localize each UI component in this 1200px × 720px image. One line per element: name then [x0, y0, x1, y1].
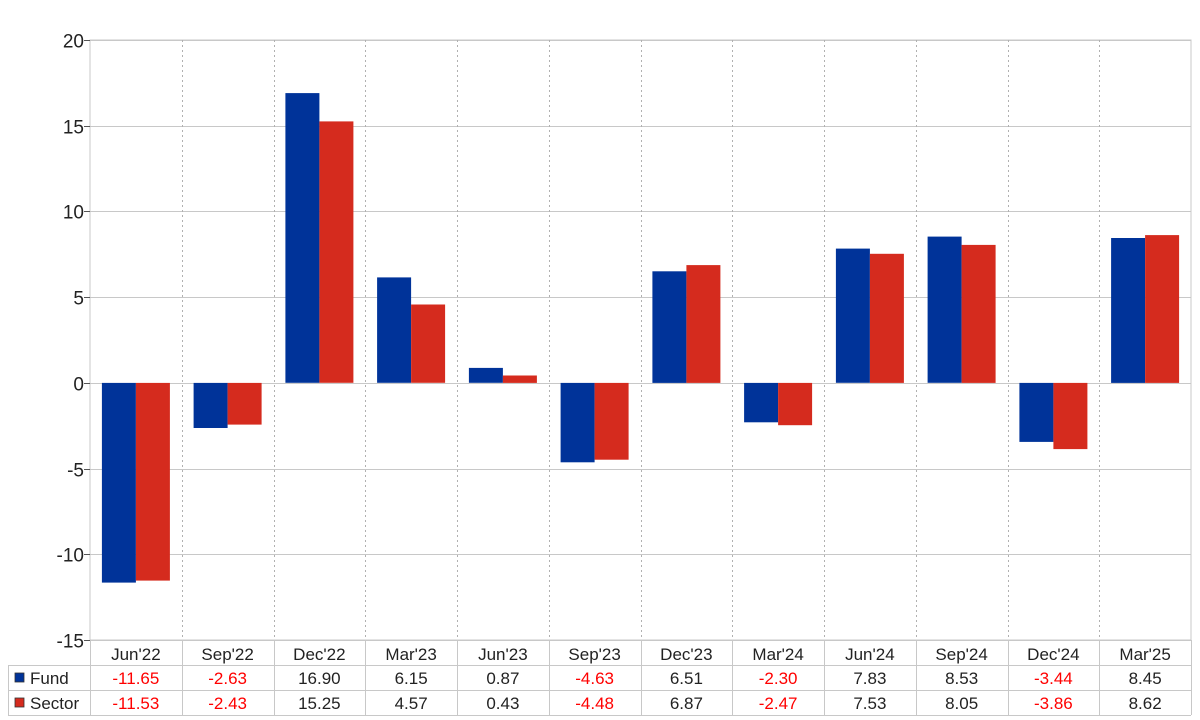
bar-fund: [285, 93, 320, 383]
bar-fund: [652, 271, 687, 383]
data-label: -11.65: [112, 669, 159, 688]
data-label: -2.47: [759, 694, 798, 713]
x-tick-label: Jun'22: [111, 645, 161, 664]
bar-fund: [1019, 382, 1054, 442]
y-tick-label: 10: [63, 203, 84, 224]
data-label: 16.90: [298, 669, 341, 688]
data-label: 6.87: [670, 694, 703, 713]
plot-area: [89, 39, 1192, 641]
bar-fund: [468, 367, 503, 383]
bar-fund: [193, 382, 228, 428]
bar-fund: [560, 382, 595, 463]
x-tick-label: Dec'23: [660, 645, 712, 664]
bar-fund: [377, 277, 412, 383]
x-tick-label: Sep'23: [568, 645, 620, 664]
bar-sector: [411, 304, 446, 383]
bar-sector: [686, 265, 721, 383]
data-label: -3.86: [1034, 694, 1073, 713]
legend-swatch-sector: [14, 697, 25, 708]
legend-swatch-fund: [14, 672, 25, 683]
data-label: -4.63: [575, 669, 614, 688]
legend-label-fund: Fund: [30, 669, 69, 688]
bar-sector: [961, 244, 996, 383]
y-tick-label: -15: [57, 632, 84, 653]
data-label: 8.53: [945, 669, 978, 688]
data-label: 7.53: [853, 694, 886, 713]
x-tick-label: Mar'23: [385, 645, 436, 664]
bars: [101, 93, 1180, 583]
data-label: -4.48: [575, 694, 614, 713]
data-label: 8.05: [945, 694, 978, 713]
bar-fund: [1111, 238, 1146, 383]
bar-sector: [227, 382, 262, 425]
y-tick-label: 15: [63, 118, 84, 139]
bar-sector: [1053, 382, 1088, 450]
data-label: -3.44: [1034, 669, 1073, 688]
data-label: -11.53: [112, 694, 159, 713]
data-table: Jun'22 Sep'22 Dec'22 Mar'23 Jun'23 Sep'23 Dec'…: [8, 640, 1192, 716]
data-label: -2.43: [208, 694, 247, 713]
bar-sector: [502, 375, 537, 383]
grid-lines: [89, 39, 1192, 641]
data-label: 6.15: [395, 669, 428, 688]
y-tick-label: -10: [57, 546, 84, 567]
bar-fund: [927, 236, 962, 383]
x-tick-label: Sep'22: [201, 645, 253, 664]
data-label: 8.62: [1129, 694, 1162, 713]
bar-sector: [319, 121, 354, 383]
data-label: 0.43: [486, 694, 519, 713]
data-label: 6.51: [670, 669, 703, 688]
x-tick-label: Jun'23: [478, 645, 528, 664]
bar-fund: [744, 382, 779, 423]
data-label: 4.57: [395, 694, 428, 713]
x-tick-label: Mar'24: [752, 645, 803, 664]
x-tick-label: Sep'24: [935, 645, 987, 664]
data-label: 0.87: [486, 669, 519, 688]
x-tick-label: Jun'24: [845, 645, 895, 664]
x-tick-label: Dec'22: [293, 645, 345, 664]
bar-sector: [1145, 235, 1180, 383]
x-tick-label: Dec'24: [1027, 645, 1079, 664]
data-label: -2.30: [759, 669, 798, 688]
bar-sector: [594, 382, 629, 460]
bar-fund: [101, 382, 136, 583]
data-label: 7.83: [853, 669, 886, 688]
y-tick-label: 0: [73, 375, 84, 396]
y-tick-label: -5: [67, 461, 84, 482]
data-label: 8.45: [1129, 669, 1162, 688]
data-label: -2.63: [208, 669, 247, 688]
y-axis: 20 15 10 5 0 -5 -10 -15: [57, 32, 90, 653]
y-tick-label: 20: [63, 32, 84, 53]
y-tick-label: 5: [73, 289, 84, 310]
bar-sector: [135, 382, 170, 581]
bar-sector: [869, 253, 904, 383]
data-label: 15.25: [298, 694, 341, 713]
x-tick-label: Mar'25: [1119, 645, 1170, 664]
bar-fund: [835, 248, 870, 383]
legend-label-sector: Sector: [30, 694, 79, 713]
bar-sector: [778, 382, 813, 426]
